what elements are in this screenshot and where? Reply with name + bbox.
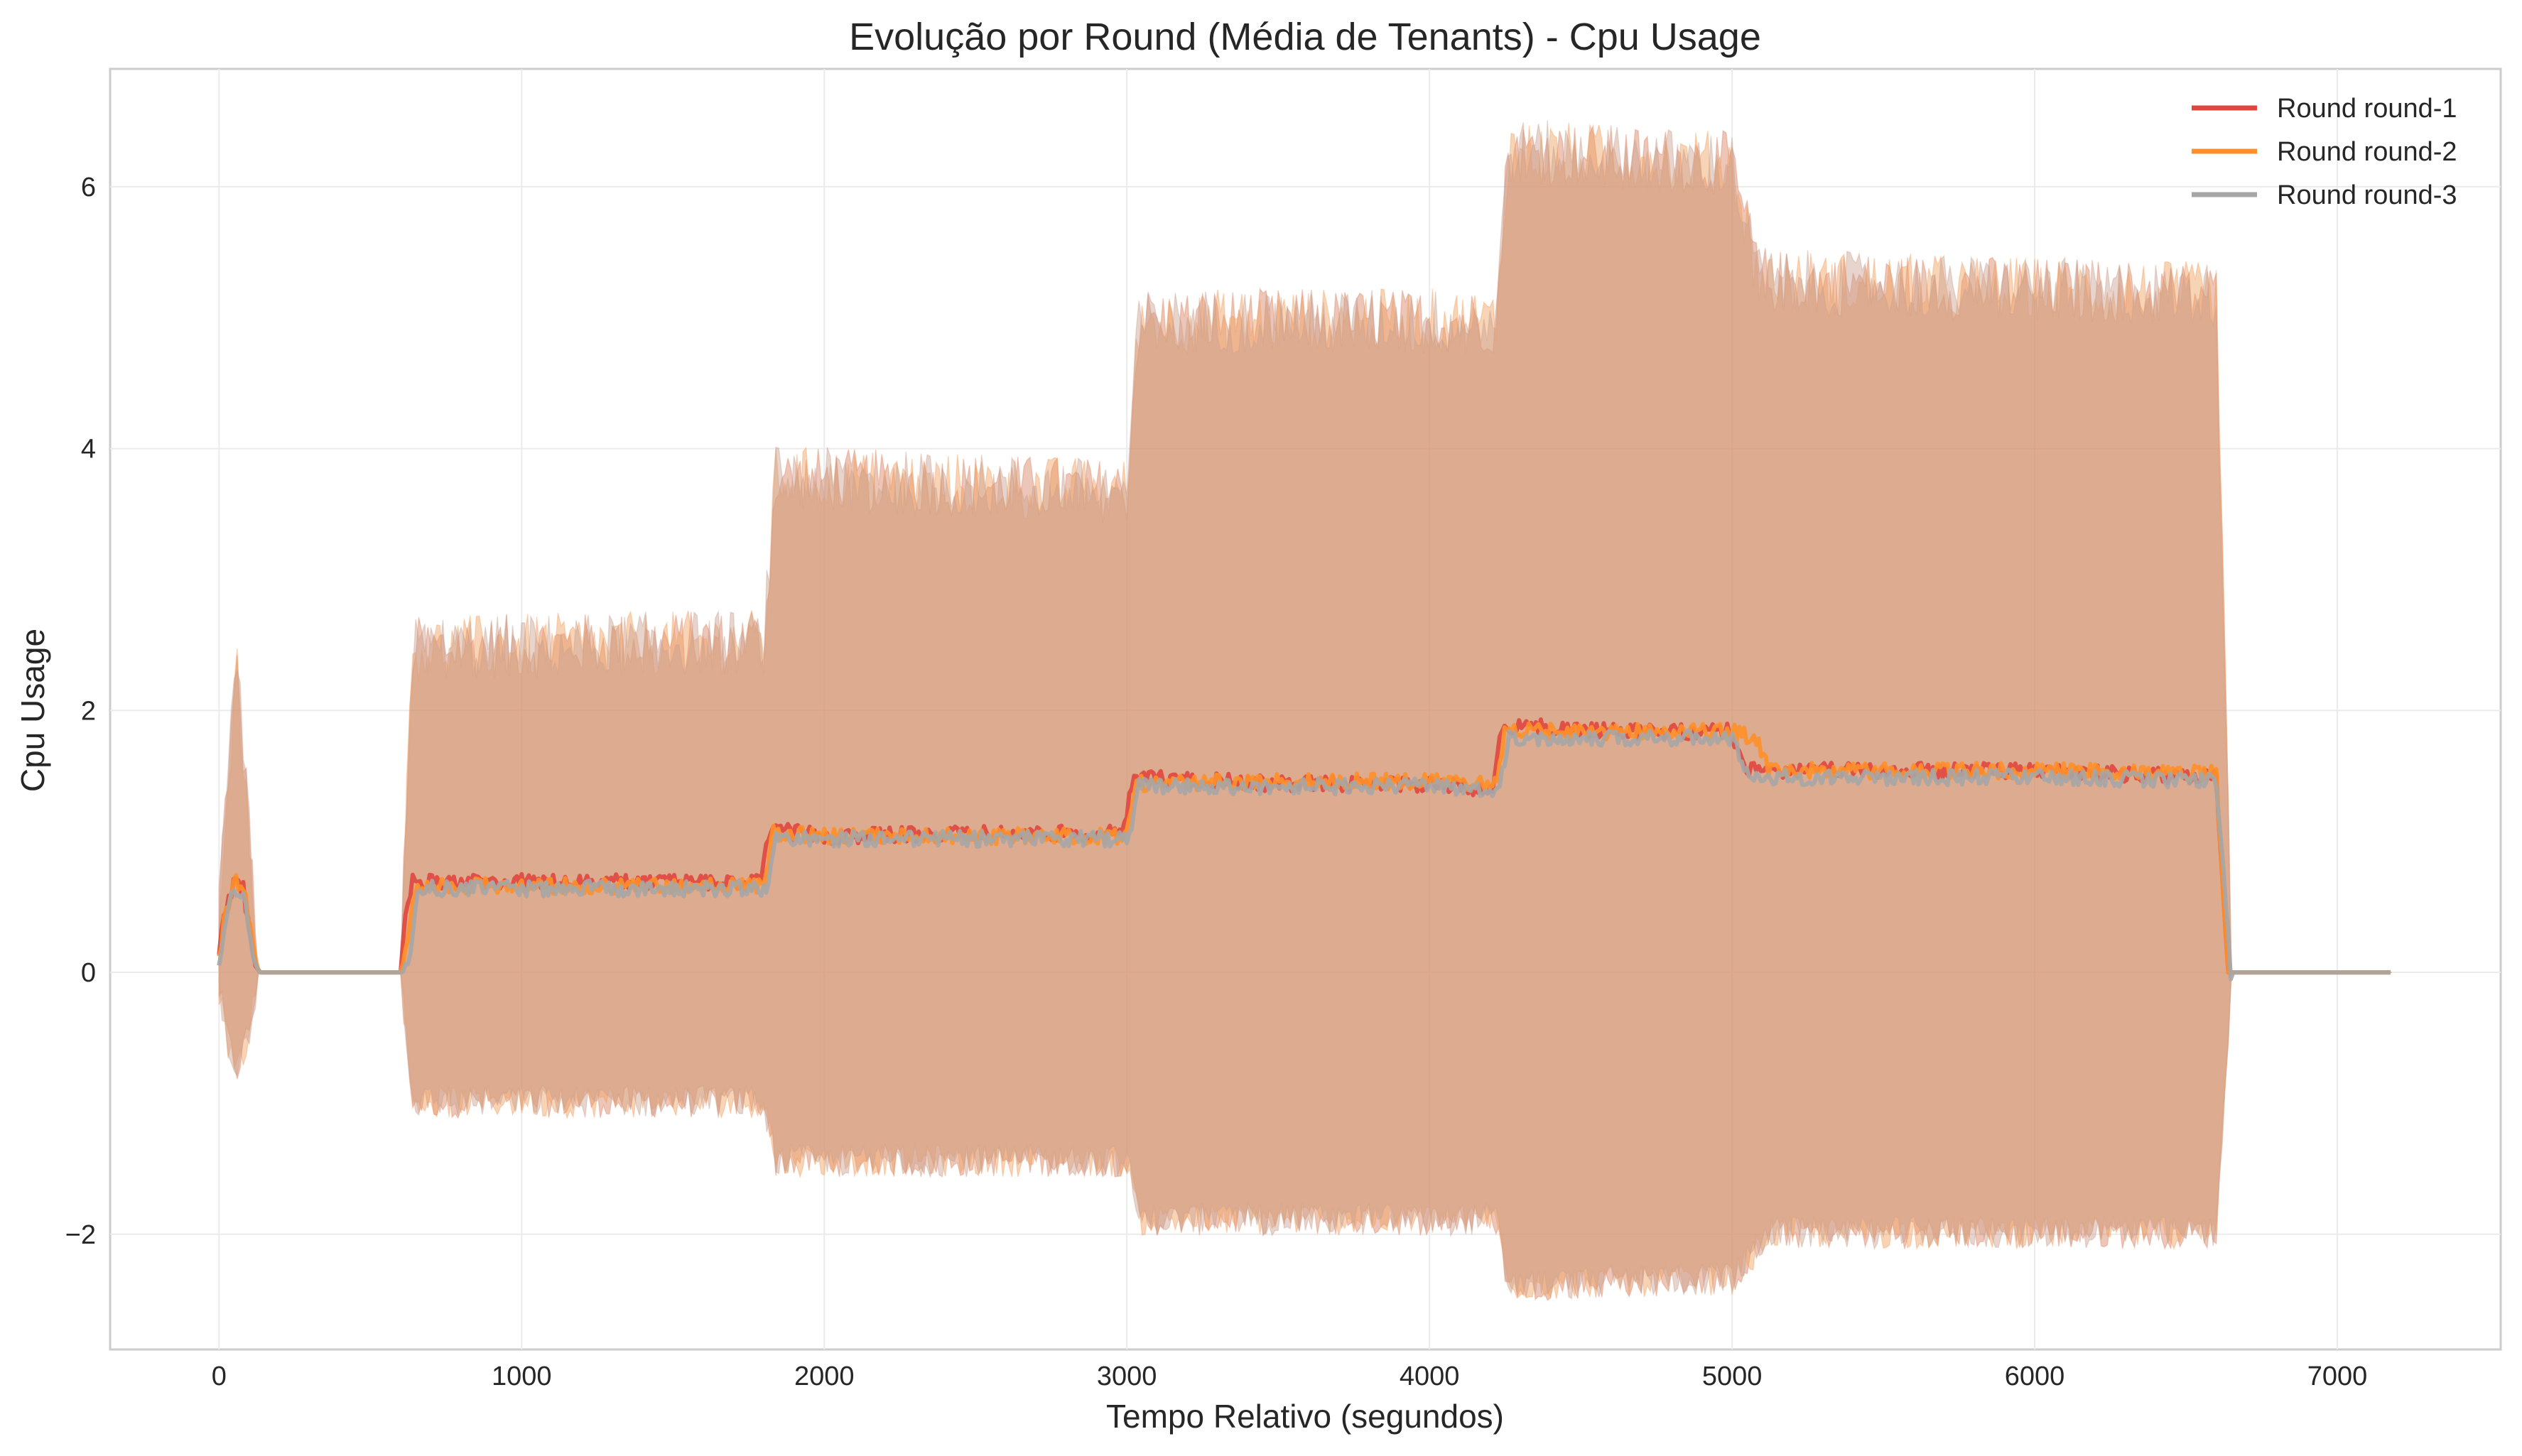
series-line-3 <box>217 728 2391 982</box>
std-bands <box>218 120 2392 1301</box>
x-tick-label: 2000 <box>794 1362 855 1391</box>
x-tick-label: 1000 <box>492 1362 552 1391</box>
legend-label-3: Round round-3 <box>2277 180 2457 210</box>
y-axis-label: Cpu Usage <box>14 629 51 792</box>
legend-label-2: Round round-2 <box>2277 137 2457 167</box>
x-tick-label: 4000 <box>1400 1362 1460 1391</box>
legend-label-1: Round round-1 <box>2277 94 2457 124</box>
chart-title: Evolução por Round (Média de Tenants) - … <box>849 16 1761 58</box>
plot-frame <box>109 67 2502 1351</box>
legend: Round round-1 Round round-2 Round round-3 <box>2192 94 2457 210</box>
y-tick-label: 2 <box>81 696 96 726</box>
grid-lines <box>110 69 2501 1349</box>
y-tick-label: 6 <box>81 173 96 202</box>
x-axis-label: Tempo Relativo (segundos) <box>1106 1398 1504 1435</box>
x-tick-label: 6000 <box>2005 1362 2065 1391</box>
x-tick-label: 0 <box>212 1362 227 1391</box>
series-lines <box>217 717 2391 982</box>
x-tick-label: 5000 <box>1702 1362 1763 1391</box>
y-tick-label: 0 <box>81 958 96 988</box>
x-tick-label: 3000 <box>1097 1362 1157 1391</box>
x-tick-label: 7000 <box>2307 1362 2368 1391</box>
tick-labels: 0 1000 2000 3000 4000 5000 6000 7000 −2 0 2 4 6 <box>65 173 2368 1391</box>
y-tick-label: −2 <box>65 1220 96 1250</box>
y-tick-label: 4 <box>81 435 96 464</box>
